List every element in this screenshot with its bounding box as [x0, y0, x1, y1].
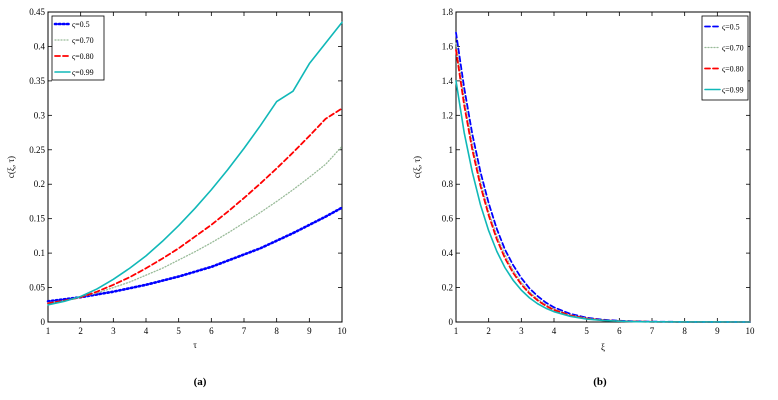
y-axis-title: c(ξ, τ) [412, 156, 422, 178]
x-tick-label: 9 [307, 326, 312, 336]
series-line-2 [47, 145, 343, 304]
legend-box [51, 15, 105, 81]
x-tick-label: 1 [454, 326, 459, 336]
legend-entry: ς=0.5 [72, 20, 90, 29]
y-tick-label: 0.6 [442, 214, 454, 224]
y-tick-label: 0.4 [442, 248, 454, 258]
legend-box [701, 15, 749, 101]
legend-entry: ς=0.99 [722, 86, 744, 95]
legend-entry: ς=0.80 [72, 52, 94, 61]
y-tick-label: 0.1 [34, 248, 45, 258]
y-tick-label: 0.05 [29, 283, 45, 293]
x-tick-label: 5 [584, 326, 589, 336]
chart-panel-b: 1 2 3 4 5 6 7 8 9 10 0 0.2 0.4 0.6 0.8 1 1.2 1.4 1.6 1.8 ξ c(… [412, 7, 755, 388]
y-tick-label: 1 [449, 145, 454, 155]
x-tick-label: 8 [274, 326, 279, 336]
y-tick-label: 1.4 [442, 76, 454, 86]
x-tick-label: 6 [617, 326, 622, 336]
y-tick-label: 0 [449, 317, 454, 327]
legend-entry: ς=0.5 [722, 23, 740, 32]
x-tick-label: 1 [46, 326, 51, 336]
y-tick-label: 0.15 [29, 214, 45, 224]
x-tick-label: 7 [242, 326, 247, 336]
y-tick-label: 0 [41, 317, 46, 327]
x-tick-label: 7 [650, 326, 655, 336]
legend: ς=0.5 ς=0.70 ς=0.80 ς=0.99 [51, 15, 105, 81]
y-tick-label: 0.25 [29, 145, 45, 155]
y-tick-label: 0.45 [29, 7, 45, 17]
x-tick-label: 3 [519, 326, 524, 336]
y-tick-label: 0.3 [34, 110, 46, 120]
legend-entry: ς=0.99 [72, 68, 94, 77]
x-tick-label: 3 [111, 326, 116, 336]
y-tick-label: 0.2 [34, 179, 45, 189]
x-tick-label: 4 [552, 326, 557, 336]
legend-entry: ς=0.70 [722, 44, 744, 53]
y-tick-label: 0.4 [34, 41, 46, 51]
x-tick-label: 9 [715, 326, 720, 336]
y-tick-label: 1.6 [442, 41, 454, 51]
x-tick-label: 2 [78, 326, 83, 336]
x-tick-label: 2 [486, 326, 491, 336]
y-tick-label: 0.8 [442, 179, 454, 189]
y-tick-label: 1.8 [442, 7, 454, 17]
x-tick-label: 5 [176, 326, 181, 336]
x-axis-title: ξ [601, 342, 605, 352]
legend-entry: ς=0.70 [72, 36, 94, 45]
chart-panel-a: 1 2 3 4 5 6 7 8 9 10 0 0.05 0.1 0.15 0.2 0.25 0.3 0.35 0.4… [6, 7, 347, 388]
series-line-4 [455, 80, 751, 323]
y-tick-label: 0.35 [29, 76, 45, 86]
legend: ς=0.5 ς=0.70 ς=0.80 ς=0.99 [701, 15, 749, 101]
x-axis-title: τ [193, 340, 197, 350]
panel-label: (a) [194, 376, 207, 388]
y-axis-title: c(ξ, τ) [6, 156, 16, 178]
x-tick-label: 10 [338, 326, 348, 336]
series-line-3 [47, 107, 343, 305]
x-tick-label: 8 [682, 326, 687, 336]
y-tick-label: 0.2 [442, 283, 453, 293]
x-tick-label: 10 [746, 326, 756, 336]
x-tick-label: 4 [144, 326, 149, 336]
legend-entry: ς=0.80 [722, 65, 744, 74]
series-line-4 [47, 21, 343, 306]
series-line-1 [46, 206, 344, 303]
plot-area [455, 11, 751, 323]
y-tick-label: 1.2 [442, 110, 453, 120]
x-tick-label: 6 [209, 326, 214, 336]
panel-label: (b) [593, 376, 607, 388]
